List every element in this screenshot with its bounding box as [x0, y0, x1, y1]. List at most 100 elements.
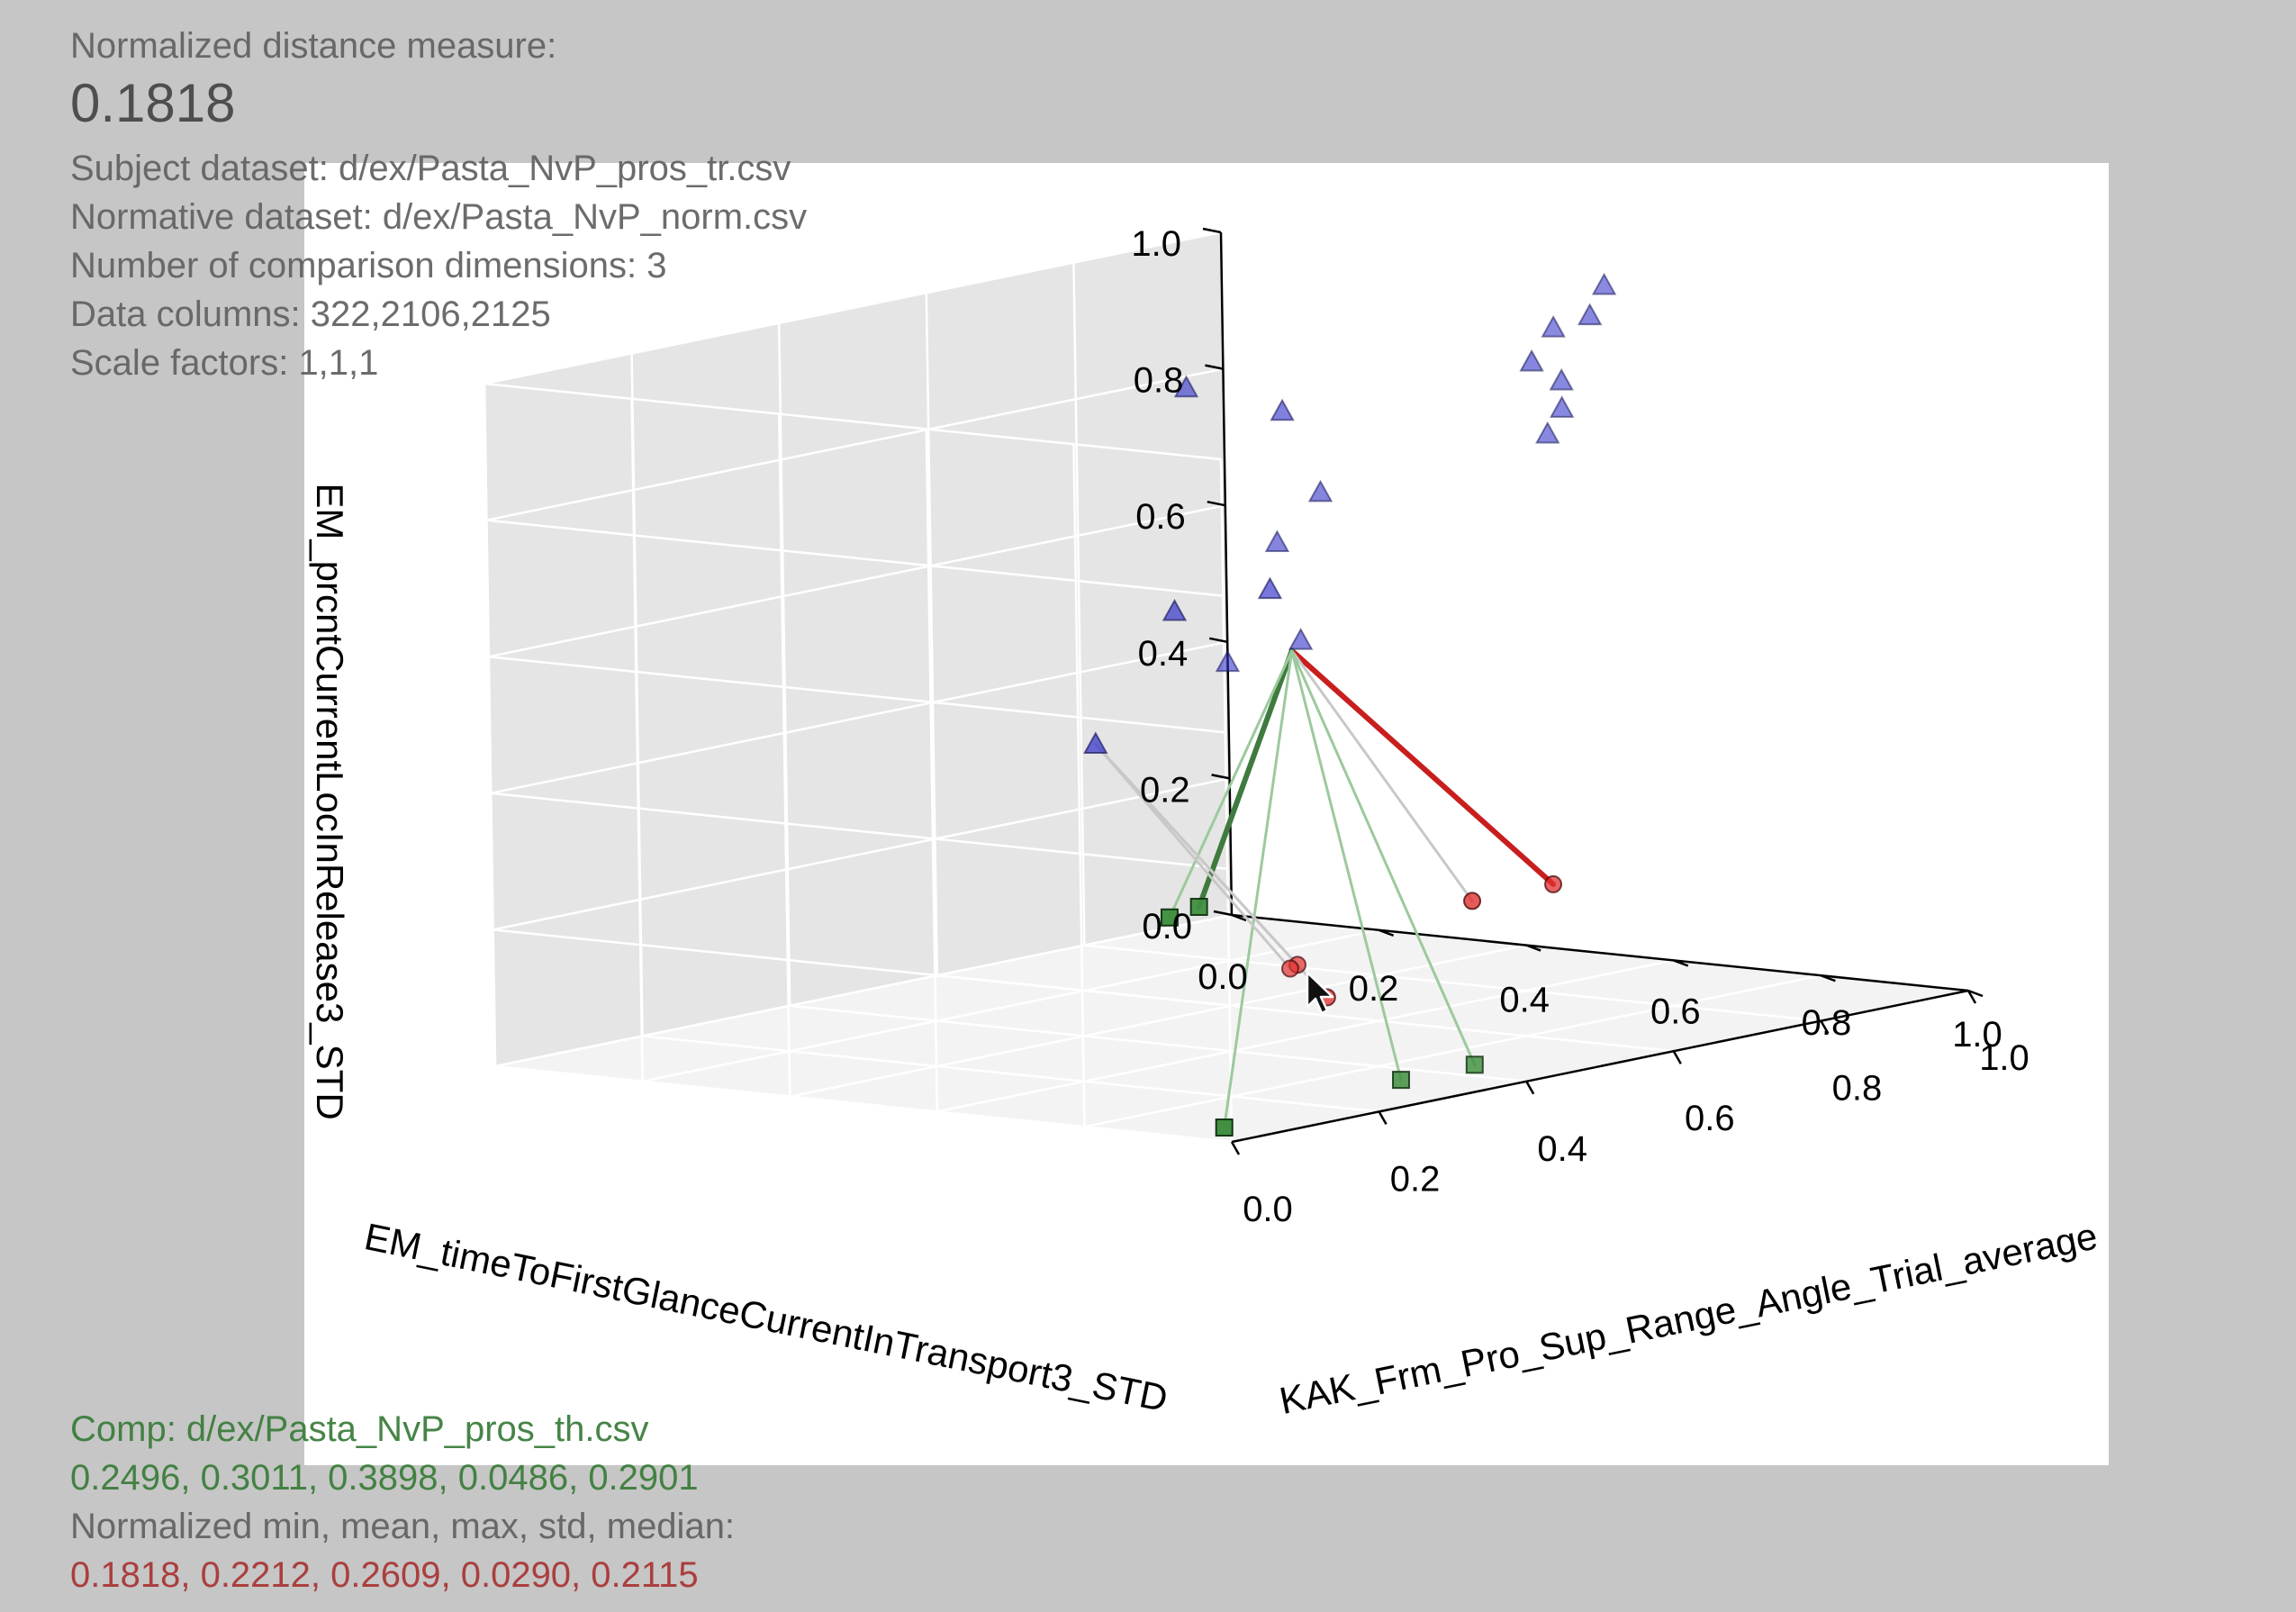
gridline-right-z	[488, 503, 1226, 658]
normative-dataset: Normative dataset: d/ex/Pasta_NvP_norm.c…	[70, 197, 808, 237]
gridline-right-y	[1072, 262, 1086, 946]
triangle-marker	[1083, 731, 1108, 754]
gridline-floor-y	[936, 974, 1674, 1053]
scale-factors: Scale factors: 1,1,1	[70, 343, 379, 383]
triangle-marker	[1541, 314, 1566, 338]
comparison-dataset: Comp: d/ex/Pasta_NvP_pros_th.csv	[70, 1409, 649, 1449]
gridline-left-z	[494, 1064, 1233, 1144]
mouse-pointer-icon	[1306, 971, 1334, 1015]
x-tick-label: 0.0	[1198, 957, 1248, 997]
x-tick-label: 0.6	[1650, 992, 1701, 1031]
triangle-marker	[1173, 375, 1199, 398]
gridline-left-x	[1072, 444, 1086, 1127]
y-tick	[1525, 1081, 1535, 1095]
connection-line	[1223, 649, 1294, 1129]
triangle-marker	[1591, 272, 1617, 295]
connection-line	[1288, 648, 1557, 887]
connection-line	[1168, 649, 1294, 919]
triangle-marker	[1519, 349, 1544, 372]
x-tick-label: 0.8	[1802, 1003, 1852, 1043]
triangle-marker	[1577, 303, 1603, 326]
gridline-left-x	[1219, 458, 1234, 1143]
square-marker	[1392, 1071, 1411, 1090]
triangle-marker	[1549, 395, 1575, 418]
gridline-left-z	[484, 382, 1222, 461]
z-tick-label: 0.6	[1135, 497, 1186, 537]
subject-dataset: Subject dataset: d/ex/Pasta_NvP_pros_tr.…	[70, 149, 791, 188]
triangle-marker	[1535, 421, 1560, 444]
gridline-floor-x	[642, 928, 1379, 1083]
gridline-floor-y	[790, 1004, 1527, 1083]
z-tick	[1207, 500, 1226, 507]
x-tick	[1231, 913, 1247, 922]
y-axis-title: KAK_Frm_Pro_Sup_Range_Angle_Trial_averag…	[1276, 1215, 2101, 1423]
distance-label: Normalized distance measure:	[70, 26, 557, 66]
x-tick-label: 0.4	[1499, 981, 1550, 1020]
z-tick	[1211, 774, 1230, 780]
y-tick-label: 0.4	[1537, 1129, 1587, 1169]
gridline-left-z	[486, 519, 1224, 597]
z-tick-label: 0.4	[1138, 634, 1189, 674]
gridline-right-z	[486, 367, 1224, 521]
square-marker	[1215, 1118, 1234, 1137]
gridline-right-y	[630, 353, 644, 1037]
gridline-right-y	[483, 383, 497, 1067]
z-tick-label: 0.0	[1142, 907, 1192, 946]
distance-value: 0.1818	[70, 73, 236, 133]
triangle-marker	[1288, 628, 1314, 650]
y-tick-label: 0.0	[1243, 1190, 1293, 1229]
connection-line	[1094, 742, 1329, 999]
connection-line	[1290, 649, 1403, 1082]
triangle-marker	[1549, 367, 1574, 391]
triangle-marker	[1270, 398, 1295, 421]
gridline-left-x	[777, 413, 791, 1097]
connection-lines	[1094, 648, 1557, 1129]
z-axis-title: EM_prcntCurrentLocInRelease3_STD	[309, 483, 351, 1119]
connection-line	[1196, 648, 1295, 910]
gridline-right-z	[490, 640, 1228, 795]
z-tick-label: 0.8	[1134, 361, 1184, 401]
y-tick-label: 0.2	[1390, 1159, 1441, 1199]
y-tick	[1230, 1141, 1241, 1155]
triangle-marker	[1264, 530, 1290, 553]
square-marker	[1465, 1055, 1484, 1074]
gridline-floor-x	[1084, 974, 1821, 1128]
circle-marker	[1463, 892, 1482, 910]
normalized-stats: 0.1818, 0.2212, 0.2609, 0.0290, 0.2115	[70, 1555, 699, 1595]
gridline-left-z	[491, 792, 1228, 871]
x-tick	[1673, 959, 1689, 967]
z-tick	[1213, 910, 1233, 917]
gridline-floor-y	[642, 1035, 1379, 1113]
z-axis-line	[1219, 231, 1234, 916]
y-axis-line	[1231, 989, 1969, 1144]
comparison-stats: 0.2496, 0.3011, 0.3898, 0.0486, 0.2901	[70, 1458, 699, 1498]
z-tick	[1202, 227, 1222, 234]
gridline-right-z	[494, 913, 1233, 1068]
gridline-left-x	[925, 429, 939, 1112]
gridline-right-y	[925, 293, 939, 976]
triangle-marker	[1215, 649, 1241, 673]
axes	[1202, 227, 1984, 1155]
y-tick	[1378, 1110, 1388, 1126]
square-marker	[1189, 898, 1208, 916]
circle-marker	[1280, 959, 1299, 978]
triangle-marker	[1307, 479, 1333, 503]
x-tick	[1525, 944, 1541, 952]
circle-marker	[1544, 874, 1563, 893]
x-axis-line	[1231, 913, 1969, 992]
connection-line	[1290, 649, 1477, 1066]
gridline-left-z	[488, 655, 1225, 734]
x-tick-label: 1.0	[1952, 1015, 2002, 1055]
gridline-right-z	[484, 231, 1222, 385]
gridline-floor-y	[1084, 944, 1821, 1022]
gridline-right-z	[493, 777, 1230, 931]
y-tick-label: 1.0	[1979, 1038, 2029, 1078]
z-tick	[1205, 364, 1224, 370]
square-marker	[1160, 908, 1179, 927]
gridlines	[483, 231, 1969, 1144]
gridline-right-y	[777, 322, 791, 1006]
comparison-dimensions: Number of comparison dimensions: 3	[70, 246, 667, 285]
normalized-stats-caption: Normalized min, mean, max, std, median:	[70, 1507, 736, 1546]
data-columns: Data columns: 322,2106,2125	[70, 294, 551, 334]
